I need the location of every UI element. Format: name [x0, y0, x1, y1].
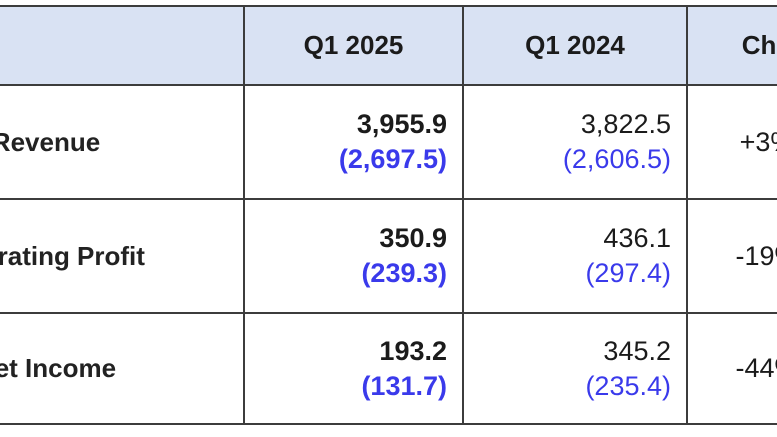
header-q1-2025: Q1 2025 — [243, 5, 464, 86]
net-income-q1-2024-cell: 345.2 (235.4) — [462, 312, 688, 425]
financial-results-table: Q1 2025 Q1 2024 Chg Revenue 3,955.9 (2,6… — [0, 5, 777, 425]
operating-profit-q1-2025-cell: 350.9 (239.3) — [243, 198, 464, 314]
table-row-operating-profit: Operating Profit 350.9 (239.3) 436.1 (29… — [0, 198, 777, 314]
revenue-q1-2024-primary: 3,822.5 — [580, 109, 671, 139]
operating-profit-q1-2024-cell: 436.1 (297.4) — [462, 198, 688, 314]
net-income-change-cell: -44% — [686, 312, 777, 425]
net-income-q1-2025-cell: 193.2 (131.7) — [243, 312, 464, 425]
table-row-revenue: Revenue 3,955.9 (2,697.5) 3,822.5 (2,606… — [0, 84, 777, 200]
net-income-q1-2025-primary: 193.2 — [379, 335, 447, 366]
header-metric — [0, 5, 245, 86]
revenue-q1-2025-secondary: (2,697.5) — [338, 144, 447, 174]
revenue-q1-2024-cell: 3,822.5 (2,606.5) — [462, 84, 688, 200]
header-row: Q1 2025 Q1 2024 Chg — [0, 5, 777, 86]
net-income-q1-2025-secondary: (131.7) — [361, 370, 447, 401]
table-row-net-income: Net Income 193.2 (131.7) 345.2 (235.4) -… — [0, 312, 777, 425]
operating-profit-q1-2025-primary: 350.9 — [379, 223, 447, 253]
net-income-q1-2024-secondary: (235.4) — [585, 370, 671, 401]
operating-profit-change-cell: -19% — [686, 198, 777, 314]
header-q1-2024: Q1 2024 — [462, 5, 688, 86]
row-label-net-income: Net Income — [0, 312, 245, 425]
row-label-revenue: Revenue — [0, 84, 245, 200]
operating-profit-q1-2025-secondary: (239.3) — [361, 258, 447, 288]
revenue-q1-2024-secondary: (2,606.5) — [562, 144, 671, 174]
revenue-q1-2025-cell: 3,955.9 (2,697.5) — [243, 84, 464, 200]
header-change: Chg — [686, 5, 777, 86]
operating-profit-q1-2024-secondary: (297.4) — [585, 258, 671, 288]
revenue-change-cell: +3% — [686, 84, 777, 200]
operating-profit-q1-2024-primary: 436.1 — [603, 223, 671, 253]
net-income-q1-2024-primary: 345.2 — [603, 335, 671, 366]
row-label-operating-profit: Operating Profit — [0, 198, 245, 314]
revenue-q1-2025-primary: 3,955.9 — [356, 109, 447, 139]
